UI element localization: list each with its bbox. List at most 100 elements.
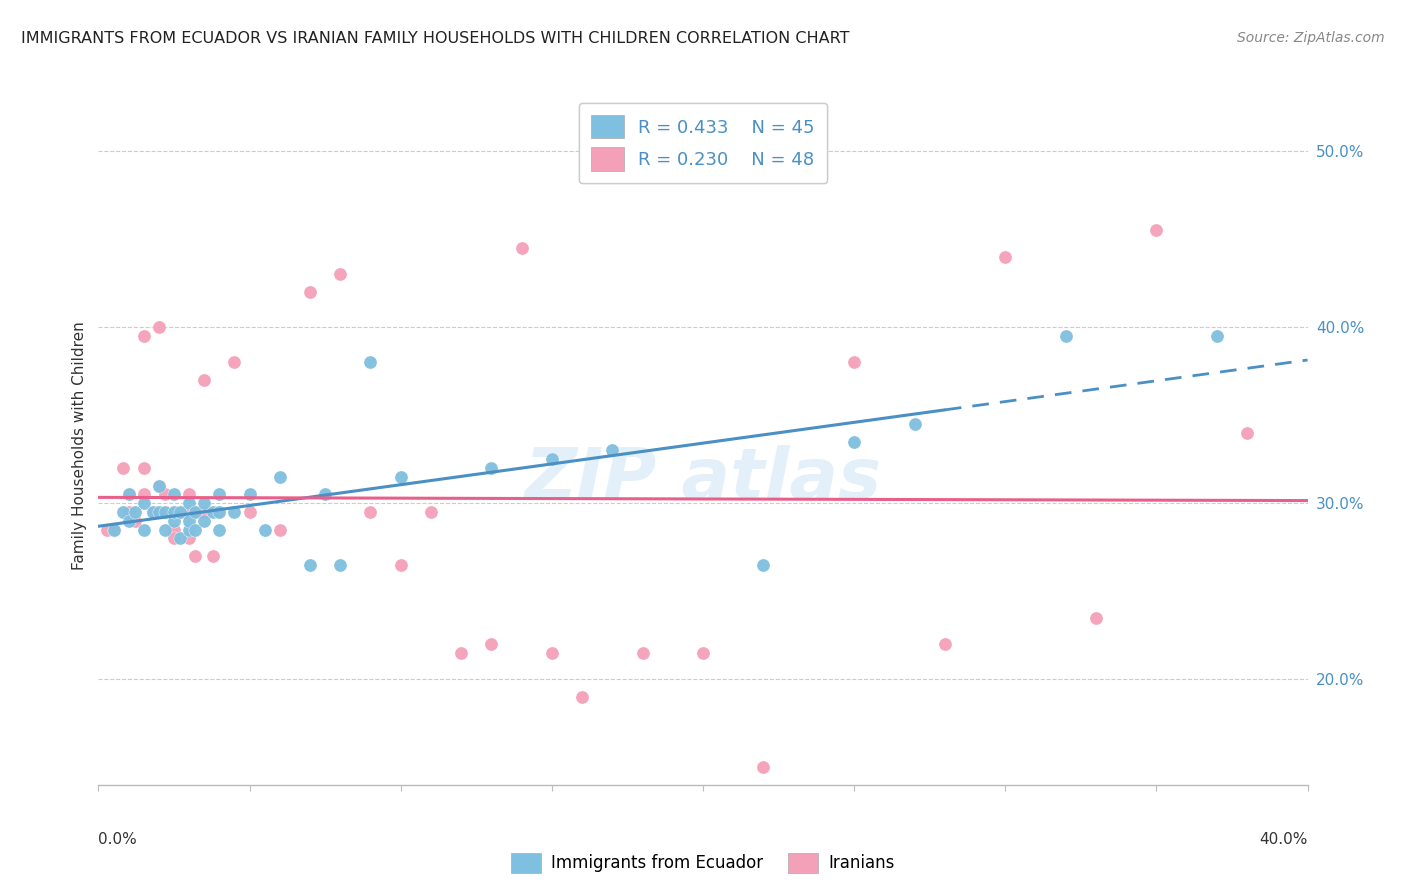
Point: [163, 487, 186, 501]
Point: [148, 320, 170, 334]
Point: [481, 637, 503, 651]
Point: [571, 690, 593, 704]
Point: [481, 461, 503, 475]
Point: [118, 505, 141, 519]
Point: [904, 417, 927, 431]
Point: [208, 523, 231, 537]
Point: [540, 646, 562, 660]
Point: [752, 558, 775, 572]
Point: [844, 355, 866, 369]
Point: [179, 532, 201, 546]
Point: [193, 373, 215, 387]
Point: [118, 487, 141, 501]
Point: [118, 514, 141, 528]
Point: [1236, 425, 1258, 440]
Point: [163, 514, 186, 528]
Point: [1144, 223, 1167, 237]
Point: [692, 646, 714, 660]
Point: [169, 532, 191, 546]
Text: ZIP atlas: ZIP atlas: [524, 445, 882, 515]
Point: [111, 461, 134, 475]
Legend: Immigrants from Ecuador, Iranians: Immigrants from Ecuador, Iranians: [505, 847, 901, 880]
Point: [184, 523, 207, 537]
Point: [148, 505, 170, 519]
Point: [389, 470, 412, 484]
Point: [202, 549, 225, 563]
Point: [124, 514, 146, 528]
Point: [103, 523, 125, 537]
Point: [314, 487, 336, 501]
Point: [179, 514, 201, 528]
Point: [934, 637, 956, 651]
Text: Source: ZipAtlas.com: Source: ZipAtlas.com: [1237, 31, 1385, 45]
Point: [111, 505, 134, 519]
Point: [202, 505, 225, 519]
Point: [132, 487, 155, 501]
Point: [148, 478, 170, 492]
Point: [1206, 329, 1229, 343]
Point: [193, 505, 215, 519]
Point: [124, 505, 146, 519]
Text: IMMIGRANTS FROM ECUADOR VS IRANIAN FAMILY HOUSEHOLDS WITH CHILDREN CORRELATION C: IMMIGRANTS FROM ECUADOR VS IRANIAN FAMIL…: [21, 31, 849, 46]
Point: [184, 505, 207, 519]
Point: [1085, 610, 1108, 624]
Point: [329, 268, 352, 282]
Point: [299, 285, 322, 299]
Point: [510, 241, 533, 255]
Text: 0.0%: 0.0%: [98, 832, 138, 847]
Point: [132, 461, 155, 475]
Point: [179, 523, 201, 537]
Point: [163, 505, 186, 519]
Point: [153, 505, 176, 519]
Point: [208, 505, 231, 519]
Point: [540, 452, 562, 467]
Point: [163, 523, 186, 537]
Point: [329, 558, 352, 572]
Point: [1054, 329, 1077, 343]
Point: [103, 523, 125, 537]
Point: [994, 250, 1017, 264]
Point: [172, 505, 194, 519]
Point: [132, 496, 155, 510]
Point: [450, 646, 472, 660]
Point: [253, 523, 276, 537]
Legend: R = 0.433    N = 45, R = 0.230    N = 48: R = 0.433 N = 45, R = 0.230 N = 48: [579, 103, 827, 183]
Point: [360, 355, 382, 369]
Point: [208, 505, 231, 519]
Point: [163, 532, 186, 546]
Point: [752, 760, 775, 774]
Point: [184, 505, 207, 519]
Point: [153, 487, 176, 501]
Point: [602, 443, 624, 458]
Point: [193, 514, 215, 528]
Point: [269, 470, 291, 484]
Point: [142, 505, 165, 519]
Point: [179, 487, 201, 501]
Text: 40.0%: 40.0%: [1260, 832, 1308, 847]
Point: [148, 478, 170, 492]
Point: [153, 523, 176, 537]
Point: [239, 505, 262, 519]
Point: [224, 505, 246, 519]
Point: [420, 505, 443, 519]
Point: [208, 487, 231, 501]
Point: [118, 487, 141, 501]
Point: [179, 496, 201, 510]
Point: [96, 523, 118, 537]
Point: [360, 505, 382, 519]
Point: [169, 505, 191, 519]
Y-axis label: Family Households with Children: Family Households with Children: [72, 322, 87, 570]
Point: [193, 496, 215, 510]
Point: [631, 646, 654, 660]
Point: [163, 505, 186, 519]
Point: [389, 558, 412, 572]
Point: [142, 505, 165, 519]
Point: [269, 523, 291, 537]
Point: [132, 329, 155, 343]
Point: [184, 549, 207, 563]
Point: [844, 434, 866, 449]
Point: [224, 355, 246, 369]
Point: [239, 487, 262, 501]
Point: [132, 523, 155, 537]
Point: [299, 558, 322, 572]
